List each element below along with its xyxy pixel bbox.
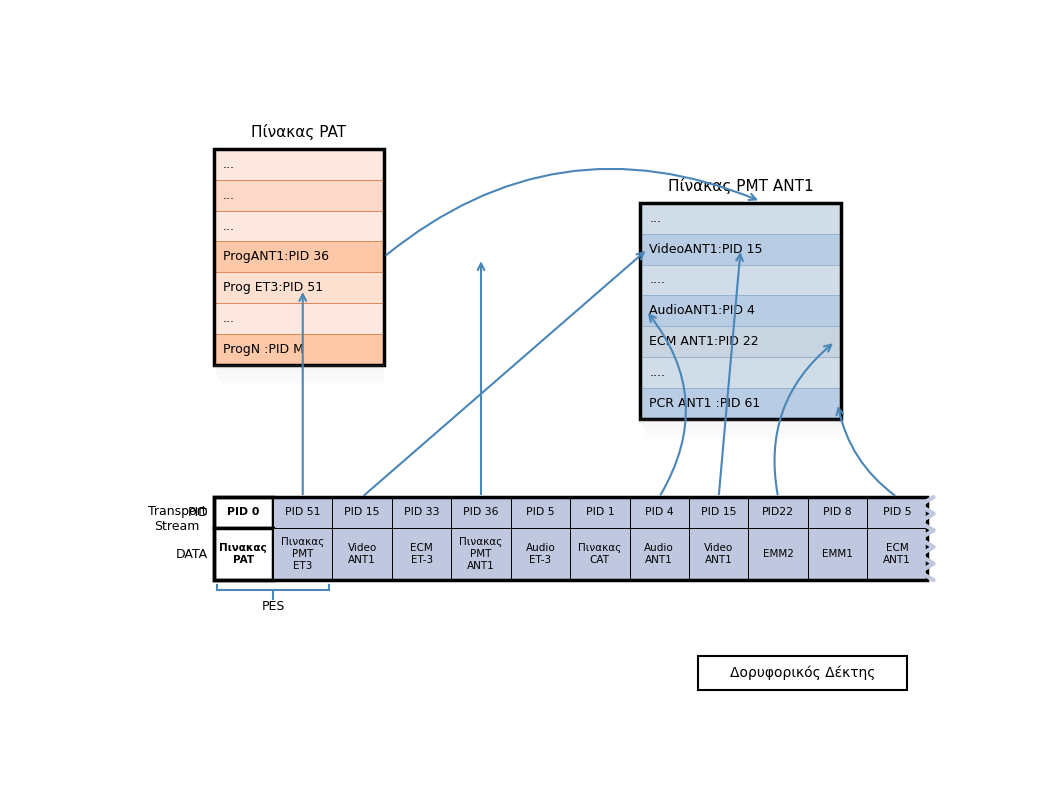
- Text: PID 5: PID 5: [882, 507, 911, 518]
- Bar: [640, 326, 841, 357]
- Text: Πινακας
PMT
ET3: Πινακας PMT ET3: [281, 538, 325, 570]
- Text: EMM2: EMM2: [763, 549, 794, 559]
- Text: ECM ANT1:PID 22: ECM ANT1:PID 22: [650, 335, 759, 348]
- Bar: [570, 528, 630, 580]
- Text: Πινακας
PMT
ANT1: Πινακας PMT ANT1: [459, 538, 503, 570]
- Bar: [748, 497, 808, 528]
- Text: PID 51: PID 51: [285, 507, 321, 518]
- Text: PID 8: PID 8: [823, 507, 852, 518]
- Bar: [698, 656, 908, 690]
- Bar: [332, 497, 391, 528]
- Text: PID 15: PID 15: [345, 507, 380, 518]
- Text: ....: ....: [650, 366, 665, 379]
- Text: Πινακας
PAT: Πινακας PAT: [219, 543, 268, 565]
- Bar: [640, 357, 841, 388]
- Bar: [640, 388, 841, 419]
- Text: PID 36: PID 36: [463, 507, 498, 518]
- Text: PCR ANT1 :PID 61: PCR ANT1 :PID 61: [650, 396, 761, 410]
- Bar: [630, 497, 689, 528]
- Text: PID22: PID22: [762, 507, 795, 518]
- Text: PES: PES: [261, 600, 285, 613]
- Bar: [214, 364, 384, 369]
- Bar: [642, 423, 841, 428]
- Text: ...: ...: [223, 312, 235, 325]
- Text: Πίνακας PMT ANT1: Πίνακας PMT ANT1: [668, 178, 814, 194]
- Bar: [214, 497, 927, 580]
- Bar: [214, 334, 384, 364]
- Text: PID 15: PID 15: [700, 507, 736, 518]
- Bar: [511, 497, 570, 528]
- Text: Audio
ET-3: Audio ET-3: [526, 543, 555, 565]
- Bar: [214, 149, 384, 180]
- Text: PID 33: PID 33: [404, 507, 439, 518]
- Text: ....: ....: [650, 273, 665, 286]
- Bar: [218, 374, 384, 379]
- Bar: [689, 528, 748, 580]
- Bar: [689, 497, 748, 528]
- Bar: [221, 379, 384, 384]
- Bar: [640, 296, 841, 326]
- Text: EMM1: EMM1: [822, 549, 853, 559]
- Text: ECM
ANT1: ECM ANT1: [883, 543, 911, 565]
- Text: Transport
Stream: Transport Stream: [148, 505, 206, 533]
- Bar: [214, 497, 273, 528]
- Bar: [214, 303, 384, 334]
- Text: Δορυφορικός Δέκτης: Δορυφορικός Δέκτης: [730, 666, 875, 680]
- Bar: [214, 180, 384, 211]
- Bar: [214, 272, 384, 303]
- Text: ...: ...: [223, 189, 235, 201]
- Bar: [868, 497, 927, 528]
- Bar: [640, 203, 841, 419]
- Bar: [391, 528, 452, 580]
- Bar: [273, 497, 332, 528]
- Text: ECM
ET-3: ECM ET-3: [411, 543, 433, 565]
- Bar: [808, 528, 868, 580]
- Bar: [570, 497, 630, 528]
- Text: ProgANT1:PID 36: ProgANT1:PID 36: [223, 250, 329, 264]
- Bar: [808, 497, 868, 528]
- Bar: [640, 264, 841, 296]
- Bar: [644, 428, 841, 433]
- Text: ...: ...: [650, 212, 661, 225]
- Text: Video
ANT1: Video ANT1: [704, 543, 733, 565]
- Text: VideoANT1:PID 15: VideoANT1:PID 15: [650, 243, 763, 256]
- Text: ProgN :PID M: ProgN :PID M: [223, 343, 304, 356]
- Text: PID 1: PID 1: [585, 507, 614, 518]
- Text: PID 0: PID 0: [227, 507, 259, 518]
- Text: PID: PID: [187, 506, 208, 519]
- Bar: [214, 211, 384, 241]
- Bar: [630, 528, 689, 580]
- Text: AudioANT1:PID 4: AudioANT1:PID 4: [650, 304, 755, 317]
- Bar: [214, 528, 273, 580]
- Text: Prog ET3:PID 51: Prog ET3:PID 51: [223, 281, 323, 294]
- Text: Video
ANT1: Video ANT1: [347, 543, 377, 565]
- Bar: [452, 497, 511, 528]
- Bar: [640, 203, 841, 234]
- Bar: [868, 528, 927, 580]
- Bar: [391, 497, 452, 528]
- Bar: [640, 234, 841, 264]
- Bar: [214, 149, 384, 364]
- Bar: [214, 241, 384, 272]
- Bar: [216, 369, 384, 374]
- Bar: [646, 433, 841, 438]
- Text: ...: ...: [223, 158, 235, 171]
- Bar: [511, 528, 570, 580]
- Text: PID 5: PID 5: [526, 507, 554, 518]
- Text: ...: ...: [223, 220, 235, 233]
- Bar: [452, 528, 511, 580]
- Bar: [273, 528, 332, 580]
- Text: Πίνακας PAT: Πίνακας PAT: [252, 124, 346, 140]
- Bar: [640, 419, 841, 423]
- Text: DATA: DATA: [176, 547, 208, 561]
- Text: PID 4: PID 4: [645, 507, 674, 518]
- Text: Πινακας
CAT: Πινακας CAT: [579, 543, 621, 565]
- Text: Audio
ANT1: Audio ANT1: [644, 543, 674, 565]
- Bar: [332, 528, 391, 580]
- Bar: [748, 528, 808, 580]
